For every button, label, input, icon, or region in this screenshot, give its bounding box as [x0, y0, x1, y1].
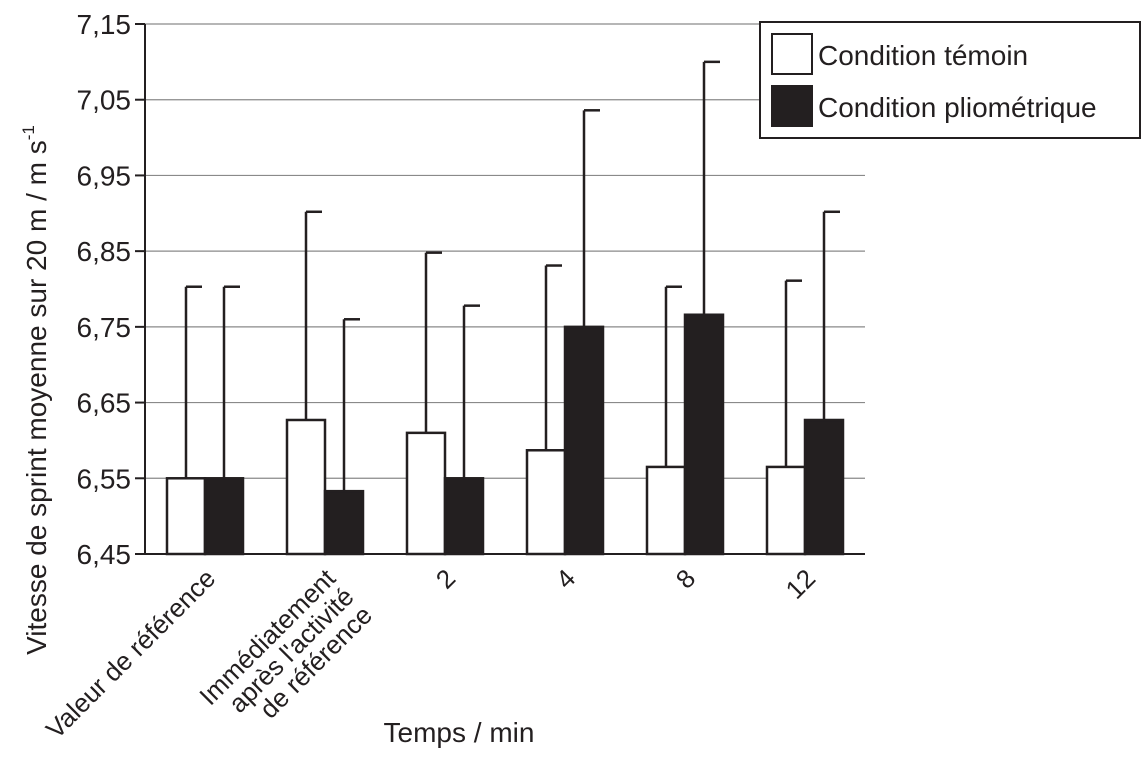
bar-temoin	[165, 477, 207, 556]
y-tick-label: 6,95	[77, 160, 132, 191]
y-tick-label: 6,65	[77, 388, 132, 419]
x-tick-label: 2	[430, 563, 461, 594]
y-axis-label-exponent: -1	[19, 125, 38, 140]
legend-label: Condition témoin	[818, 40, 1028, 71]
y-tick-label: 7,05	[77, 85, 132, 116]
bar-pliometrique	[323, 489, 365, 556]
bar-pliometrique	[443, 477, 485, 556]
y-axis-label-main: Vitesse de sprint moyenne sur 20 m / m s	[21, 140, 52, 655]
bar-pliometrique	[803, 418, 845, 556]
bar-temoin	[645, 465, 687, 556]
x-tick-label: 12	[780, 563, 822, 605]
bar-temoin	[525, 449, 567, 556]
bar-pliometrique	[563, 325, 605, 556]
y-tick-labels: 6,45 6,55 6,65 6,75 6,85 6,95 7,05 7,15	[77, 9, 132, 570]
legend-box	[759, 21, 1141, 139]
x-tick-label: 8	[670, 563, 701, 594]
legend-swatch	[771, 85, 813, 127]
gridlines	[145, 23, 865, 479]
y-tick-label: 7,15	[77, 9, 132, 40]
bars	[165, 60, 845, 556]
x-tick-label: 4	[550, 563, 581, 594]
x-tick-label-line: 12	[780, 563, 822, 605]
bar-temoin	[405, 431, 447, 556]
y-tick-label: 6,45	[77, 539, 132, 570]
x-tick-label-line: 8	[670, 563, 701, 594]
x-tick-label-line: Valeur de référence	[40, 563, 221, 744]
y-axis-label: Vitesse de sprint moyenne sur 20 m / m s…	[19, 125, 52, 655]
legend-swatch	[771, 33, 813, 75]
x-axis-label: Temps / min	[384, 717, 535, 748]
x-tick-label-line: 4	[550, 563, 581, 594]
x-tick-label-line: 2	[430, 563, 461, 594]
bar-temoin	[765, 465, 807, 556]
x-tick-label: Immédiatementaprès l'activitéde référenc…	[193, 562, 378, 747]
legend: Condition témoin Condition pliométrique	[759, 21, 1141, 139]
bar-pliometrique	[203, 477, 245, 556]
x-tick-label: Valeur de référence	[40, 563, 221, 744]
bar-temoin	[285, 418, 327, 556]
axes	[135, 23, 865, 555]
y-tick-label: 6,55	[77, 463, 132, 494]
legend-label: Condition pliométrique	[818, 92, 1097, 123]
y-tick-label: 6,75	[77, 312, 132, 343]
y-tick-label: 6,85	[77, 236, 132, 267]
bar-pliometrique	[683, 313, 725, 556]
